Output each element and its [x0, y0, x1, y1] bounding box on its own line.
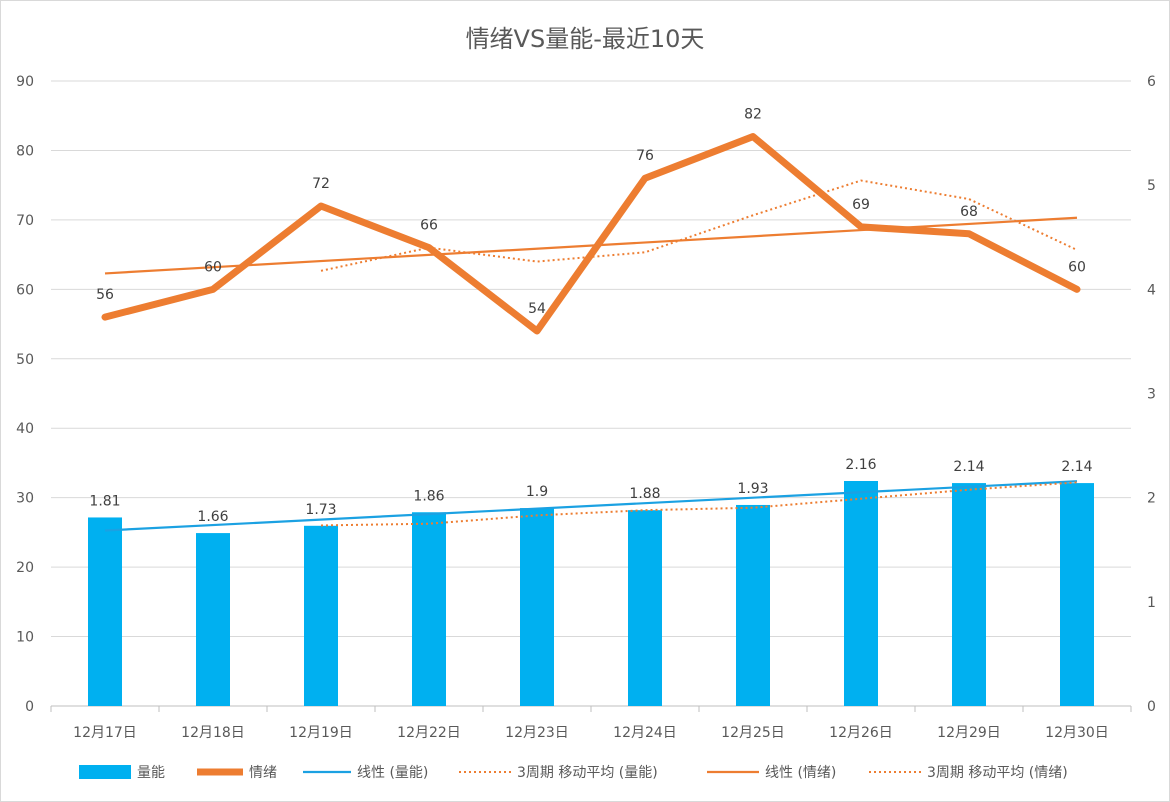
volume-bar — [88, 517, 122, 706]
sentiment-data-label: 66 — [420, 218, 438, 234]
volume-bar — [952, 483, 986, 706]
volume-bar — [628, 510, 662, 706]
volume-data-label: 1.86 — [413, 488, 444, 504]
y-right-tick-label: 2 — [1147, 491, 1156, 507]
x-tick-label: 12月17日 — [73, 725, 137, 741]
sentiment-data-label: 82 — [744, 107, 762, 123]
y-left-tick-label: 40 — [16, 421, 34, 437]
x-tick-label: 12月22日 — [397, 725, 461, 741]
sentiment-data-label: 56 — [96, 287, 114, 303]
sentiment-data-label: 68 — [960, 204, 978, 220]
volume-data-label: 1.66 — [197, 509, 228, 525]
y-right-tick-label: 6 — [1147, 74, 1156, 90]
legend-swatch-bar — [79, 765, 131, 779]
y-left-tick-label: 70 — [16, 213, 34, 229]
volume-data-label: 1.81 — [89, 493, 120, 509]
volume-bar — [304, 525, 338, 706]
volume-bar — [520, 508, 554, 706]
trendline — [104, 216, 1078, 275]
volume-data-label: 2.14 — [1061, 459, 1092, 475]
y-left-tick-label: 90 — [16, 74, 34, 90]
x-tick-label: 12月26日 — [829, 725, 893, 741]
legend-label: 量能 — [137, 765, 165, 781]
volume-data-label: 1.73 — [305, 502, 336, 518]
sentiment-data-label: 69 — [852, 197, 870, 213]
x-tick-label: 12月23日 — [505, 725, 569, 741]
x-tick-label: 12月25日 — [721, 725, 785, 741]
y-left-tick-label: 80 — [16, 143, 34, 159]
legend-label: 3周期 移动平均 (量能) — [517, 765, 658, 781]
sentiment-data-label: 76 — [636, 148, 654, 164]
volume-bar — [412, 512, 446, 706]
trendline — [320, 481, 1078, 527]
y-left-tick-label: 30 — [16, 491, 34, 507]
x-tick-label: 12月24日 — [613, 725, 677, 741]
chart-title: 情绪VS量能-最近10天 — [466, 25, 705, 53]
x-tick-label: 12月19日 — [289, 725, 353, 741]
sentiment-line-path — [101, 133, 1081, 335]
y-left-tick-label: 20 — [16, 560, 34, 576]
sentiment-data-label: 54 — [528, 301, 546, 317]
data-labels: 56 60 72 66 54 76 82 69 68 60 1.81 1.66 1.73 1.86 1.9 1… — [89, 107, 1092, 526]
y-left-tick-label: 0 — [25, 699, 34, 715]
sentiment-data-label: 60 — [204, 259, 222, 275]
x-tick-label: 12月29日 — [937, 725, 1001, 741]
volume-data-label: 1.9 — [526, 484, 548, 500]
trendline — [320, 179, 1078, 272]
legend-label: 3周期 移动平均 (情绪) — [927, 765, 1068, 781]
y-right-tick-label: 1 — [1147, 595, 1156, 611]
x-tick-label: 12月18日 — [181, 725, 245, 741]
volume-bar — [736, 504, 770, 706]
legend-label: 线性 (量能) — [357, 765, 428, 781]
y-right-tick-label: 4 — [1147, 282, 1156, 298]
legend: 量能 情绪 线性 (量能) 3周期 移动平均 (量能) 线性 (情绪) 3周期 移动平均 … — [79, 765, 1068, 781]
y-right-tick-label: 0 — [1147, 699, 1156, 715]
sentiment-data-label: 72 — [312, 176, 330, 192]
sentiment-data-label: 60 — [1068, 259, 1086, 275]
x-tick-label: 12月30日 — [1045, 725, 1109, 741]
volume-bar — [844, 481, 878, 706]
volume-data-label: 1.88 — [629, 486, 660, 502]
y-left-tick-label: 60 — [16, 282, 34, 298]
volume-bars — [88, 481, 1094, 706]
legend-label: 情绪 — [249, 765, 277, 781]
y-left-tick-label: 50 — [16, 352, 34, 368]
volume-bar — [196, 533, 230, 706]
volume-bar — [1060, 483, 1094, 706]
volume-data-label: 2.14 — [953, 459, 984, 475]
y-left-tick-label: 10 — [16, 630, 34, 646]
legend-label: 线性 (情绪) — [765, 765, 836, 781]
volume-data-label: 1.93 — [737, 481, 768, 497]
volume-data-label: 2.16 — [845, 457, 876, 473]
trendline — [104, 480, 1078, 532]
sentiment-line — [101, 133, 1081, 335]
y-right-tick-label: 3 — [1147, 387, 1156, 403]
gridlines — [51, 80, 1131, 707]
y-right-tick-label: 5 — [1147, 178, 1156, 194]
